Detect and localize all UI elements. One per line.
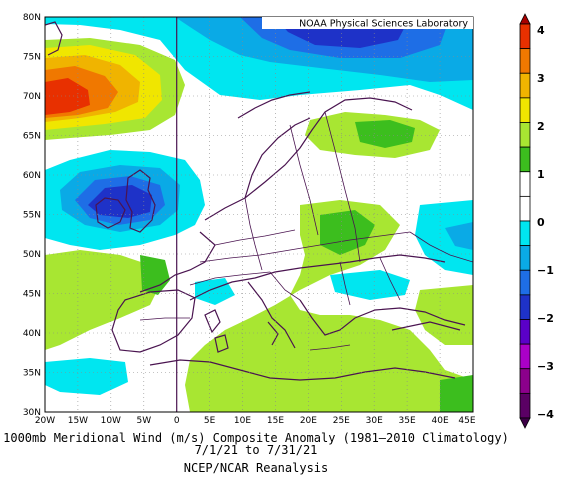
lon-label: 15E [267, 416, 284, 426]
lat-label: 60N [23, 171, 41, 181]
lat-label: 45N [23, 290, 41, 300]
colorbar-segment [519, 319, 531, 345]
lon-label: 30E [366, 416, 383, 426]
lat-label: 40N [23, 329, 41, 339]
colorbar-label: −1 [537, 264, 554, 277]
colorbar-label: 4 [537, 24, 545, 37]
lat-labels: 80N 75N 70N 65N 60N 55N 50N 45N 40N 35N … [23, 13, 41, 418]
colorbar-label: 3 [537, 72, 545, 85]
lat-label: 50N [23, 250, 41, 260]
colorbar: 4 3 2 1 0 −1 −2 −3 −4 [519, 13, 554, 429]
lat-label: 75N [23, 53, 41, 63]
colorbar-segment [519, 13, 531, 25]
lat-label: 35N [23, 369, 41, 379]
colorbar-segment [519, 220, 531, 247]
lon-label: 45E [458, 416, 475, 426]
colorbar-segment [519, 97, 531, 123]
lab-name: NOAA Physical Sciences Laboratory [299, 19, 468, 30]
caption-dates: 7/1/21 to 7/31/21 [195, 443, 318, 457]
colorbar-segment [519, 294, 531, 320]
colorbar-segment [519, 245, 531, 271]
caption-title: 1000mb Meridional Wind (m/s) Composite A… [3, 431, 509, 445]
title-box: NOAA Physical Sciences Laboratory [262, 17, 473, 30]
gridlines [45, 17, 473, 412]
lon-label: 25E [333, 416, 350, 426]
lat-label: 30N [23, 408, 41, 418]
colorbar-segment [519, 343, 531, 370]
lon-labels: 20W 15W 10W 5W 0 5E 10E 15E 20E 25E 30E … [35, 416, 476, 426]
lat-label: 70N [23, 92, 41, 102]
colorbar-label: 2 [537, 120, 545, 133]
colorbar-segment [519, 48, 531, 74]
colorbar-segments [519, 13, 531, 429]
caption-source: NCEP/NCAR Reanalysis [184, 461, 329, 475]
lon-label: 0 [174, 416, 180, 426]
colorbar-label: 1 [537, 168, 545, 181]
colorbar-segment [519, 195, 531, 222]
borders [139, 111, 473, 351]
colorbar-segment [519, 269, 531, 296]
lon-label: 10E [234, 416, 251, 426]
lon-label: 40E [432, 416, 449, 426]
lon-label: 15W [68, 416, 88, 426]
colorbar-label: −2 [537, 312, 554, 325]
lon-label: 20W [35, 416, 55, 426]
colorbar-segment [519, 122, 531, 148]
lat-label: 80N [23, 13, 41, 23]
lon-label: 5W [136, 416, 151, 426]
plot-area [45, 17, 473, 412]
lon-label: 5E [204, 416, 216, 426]
lon-label: 35E [399, 416, 416, 426]
colorbar-segment [519, 72, 531, 99]
colorbar-segment [519, 417, 531, 429]
map-frame [44, 16, 474, 413]
colorbar-segment [519, 171, 531, 197]
caption: 1000mb Meridional Wind (m/s) Composite A… [3, 431, 509, 475]
coastlines [45, 21, 466, 381]
colorbar-segment [519, 368, 531, 394]
lon-label: 20E [300, 416, 317, 426]
lat-label: 55N [23, 211, 41, 221]
colorbar-segment [519, 146, 531, 173]
colorbar-segment [519, 23, 531, 50]
colorbar-label: −4 [537, 408, 554, 421]
lat-label: 65N [23, 132, 41, 142]
colorbar-label: −3 [537, 360, 554, 373]
colorbar-labels: 4 3 2 1 0 −1 −2 −3 −4 [537, 24, 554, 421]
colorbar-segment [519, 392, 531, 419]
lon-label: 10W [101, 416, 121, 426]
colorbar-label: 0 [537, 216, 545, 229]
